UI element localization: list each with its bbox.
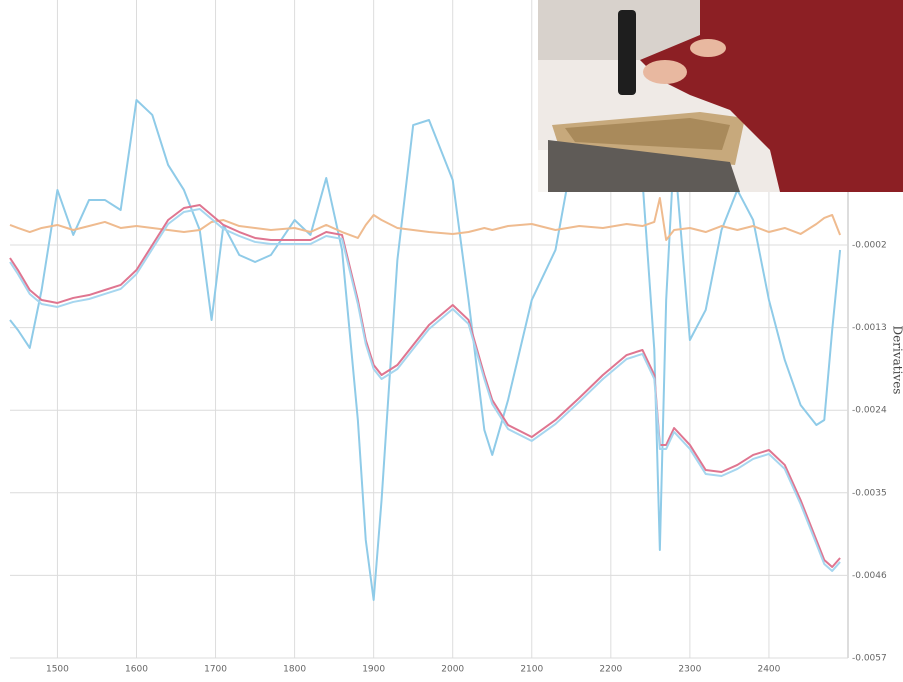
- y-tick-label: -0.0013: [852, 323, 887, 333]
- plot: [9, 59, 842, 601]
- photo-stand: [548, 140, 740, 192]
- x-tick-label: 2300: [678, 665, 701, 675]
- y-axis-title: Derivatives: [891, 326, 903, 395]
- x-tick-label: 1800: [283, 665, 306, 675]
- x-tick-label: 1700: [204, 665, 227, 675]
- series-line: [9, 197, 842, 241]
- photo-hand: [690, 39, 726, 57]
- photo-book-cover: [565, 118, 730, 150]
- y-tick-label: -0.0057: [852, 654, 887, 664]
- series-line: [9, 203, 841, 568]
- series-line: [9, 207, 841, 572]
- x-tick-label: 2200: [599, 665, 622, 675]
- x-tick-label: 2000: [441, 665, 464, 675]
- y-tick-label: -0.0002: [852, 241, 887, 251]
- photo-hand: [643, 60, 687, 84]
- x-tick-label: 1600: [125, 665, 148, 675]
- x-tick-label: 2400: [757, 665, 780, 675]
- x-tick-label: 1900: [362, 665, 385, 675]
- y-tick-label: -0.0046: [852, 571, 887, 581]
- y-tick-label: -0.0035: [852, 488, 887, 498]
- y-tick-label: -0.0024: [852, 406, 887, 416]
- photo-probe: [618, 10, 636, 95]
- x-tick-label: 2100: [520, 665, 543, 675]
- x-tick-label: 1500: [46, 665, 69, 675]
- series-line: [9, 59, 842, 601]
- photo-inset: [538, 0, 903, 192]
